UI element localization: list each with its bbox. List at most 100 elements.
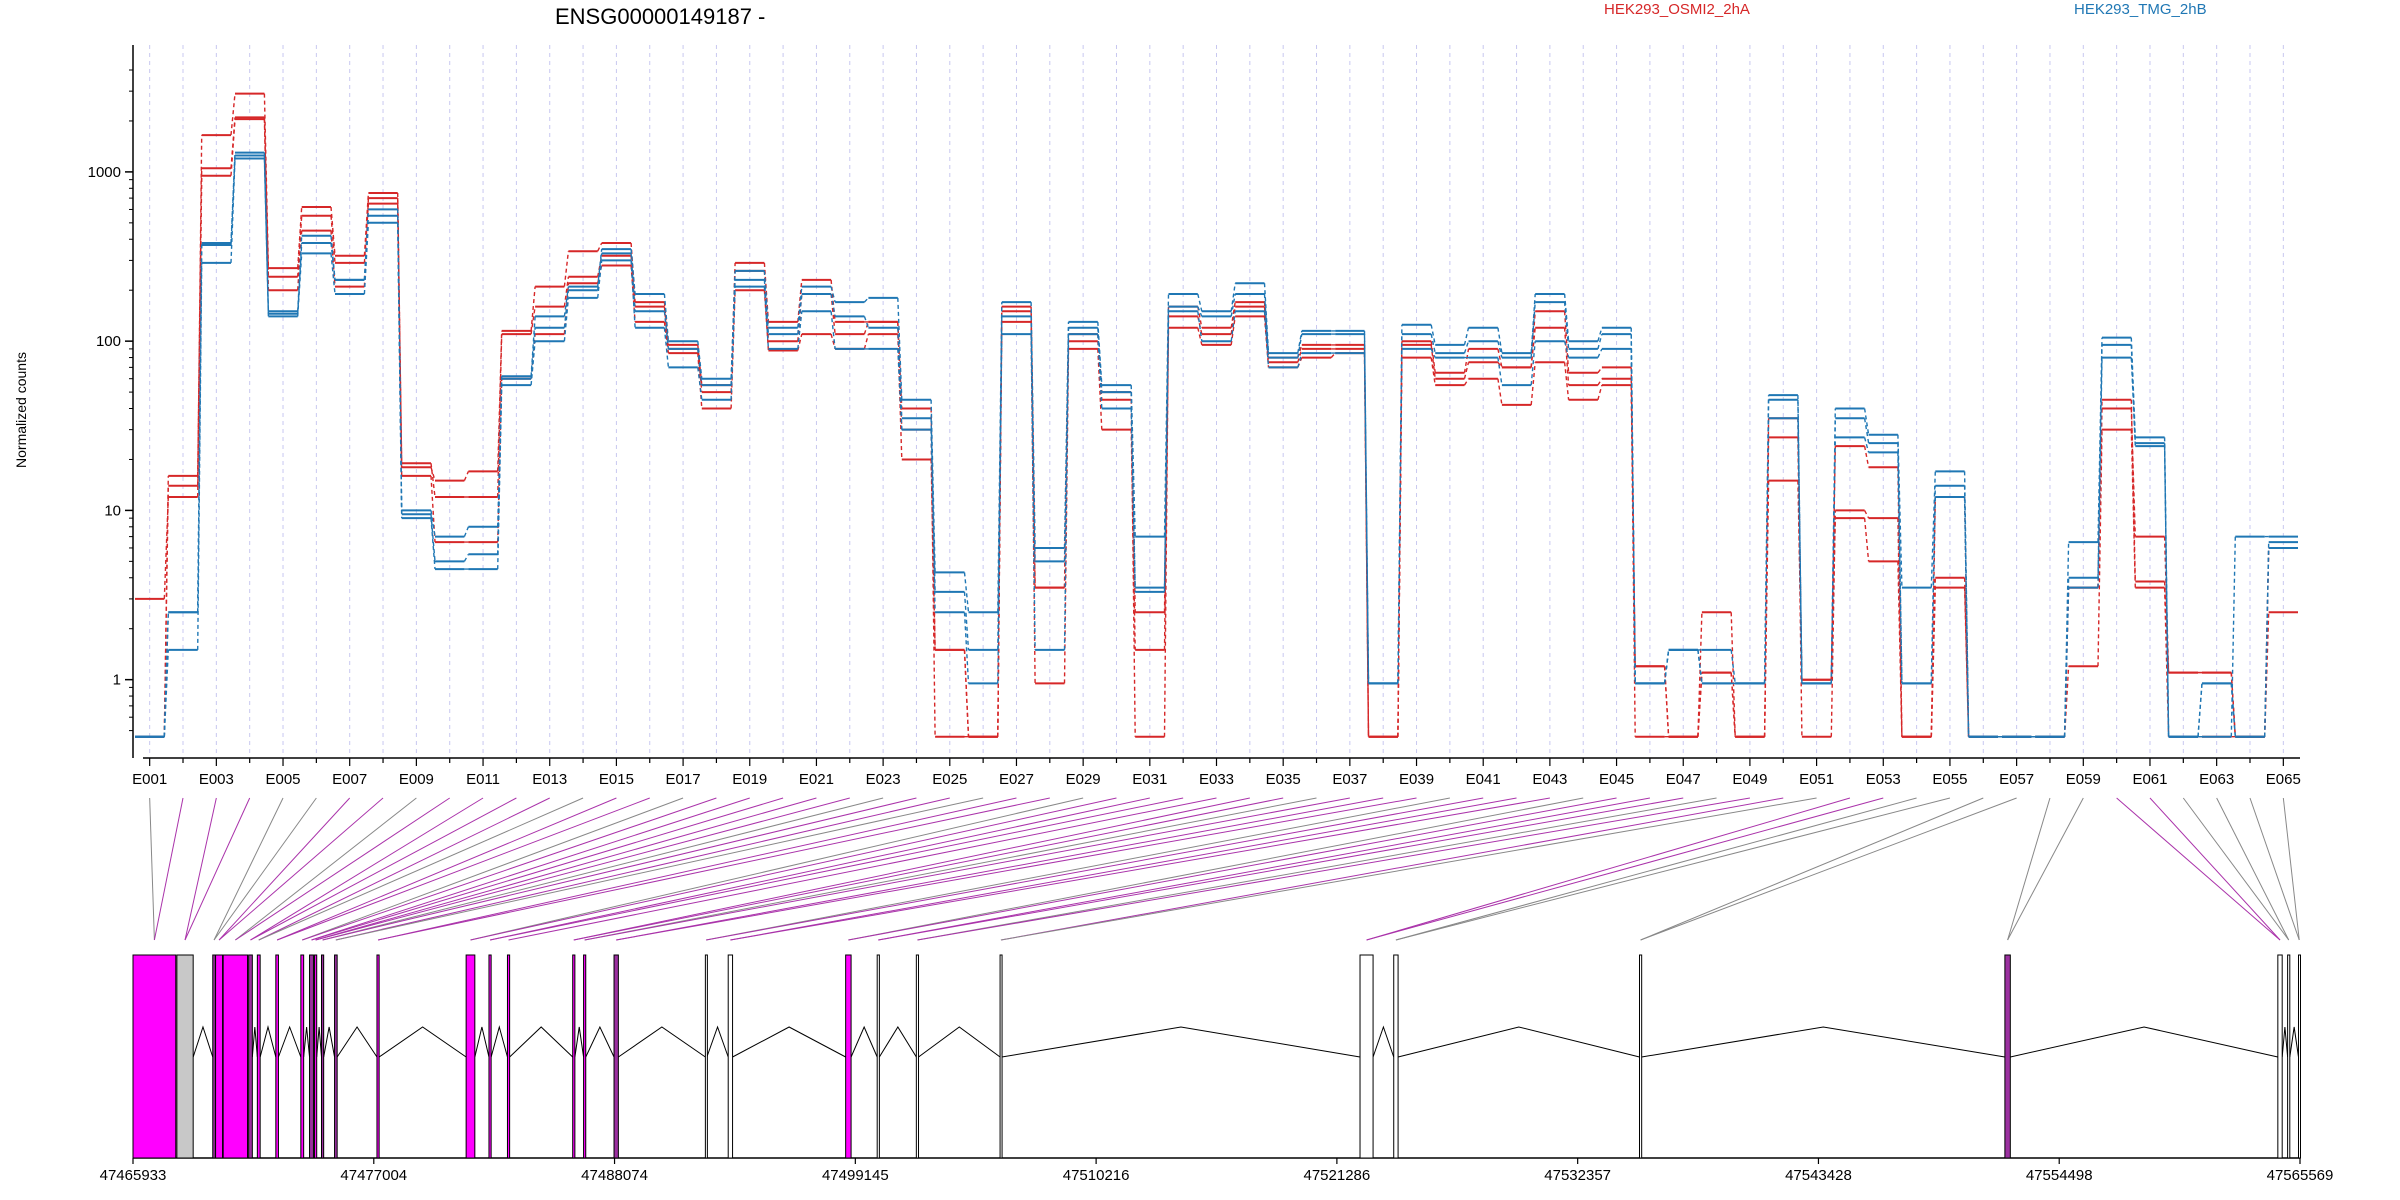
axes: 1 10 100 1000 E001 E003 E005 E007 E009 E011 E013 E0… <box>88 45 2301 788</box>
exon-block-27 <box>1393 954 1399 1159</box>
y-axis-label: Normalized counts <box>13 352 29 468</box>
connector-E005 <box>213 797 284 941</box>
exon-block-18 <box>583 954 587 1159</box>
exon-block-23 <box>876 954 880 1159</box>
exon-block-1 <box>176 954 194 1159</box>
connector-E020 <box>311 797 784 941</box>
x-tick-label-E011: E011 <box>466 771 500 788</box>
connector-E048 <box>917 797 1717 941</box>
intron-29 <box>2010 1026 2278 1058</box>
connector-E049 <box>917 797 1750 941</box>
connector-E022 <box>315 797 850 941</box>
x-tick-label-E057: E057 <box>1999 771 2034 788</box>
genome-tick-label-47477004: 47477004 <box>340 1167 407 1184</box>
connector-E009 <box>235 797 417 941</box>
bin-gridlines <box>149 45 2284 756</box>
intron-8 <box>303 1026 311 1058</box>
exon-block-15 <box>488 954 492 1159</box>
connector-E037 <box>584 797 1350 941</box>
connector-E044 <box>848 797 1584 941</box>
connector-E039 <box>616 797 1417 941</box>
x-tick-label-E031: E031 <box>1132 771 1167 788</box>
series-lines <box>135 92 2298 738</box>
exon-block-7 <box>275 954 279 1159</box>
intron-25 <box>1001 1026 1361 1058</box>
connector-E023 <box>322 797 884 941</box>
x-tick-label-E049: E049 <box>1732 771 1767 788</box>
y-tick-label-100: 100 <box>96 333 121 350</box>
exon-block-24 <box>915 954 920 1159</box>
genome-tick-label-47465933: 47465933 <box>100 1167 167 1184</box>
exon-block-12 <box>334 954 338 1159</box>
y-tick-label-1000: 1000 <box>88 164 121 181</box>
exon-block-13 <box>376 954 380 1159</box>
intron-26 <box>1372 1025 1395 1058</box>
x-tick-label-E019: E019 <box>732 771 767 788</box>
x-tick-label-E041: E041 <box>1466 771 1501 788</box>
x-tick-label-E003: E003 <box>199 771 234 788</box>
connector-E006 <box>213 797 317 941</box>
connector-E012 <box>250 797 517 941</box>
connector-E025 <box>335 797 950 941</box>
connector-E014 <box>258 797 584 941</box>
intron-1 <box>192 1025 214 1058</box>
x-tick-label-E015: E015 <box>599 771 634 788</box>
connector-E029 <box>470 797 1084 941</box>
connector-E034 <box>573 797 1250 941</box>
connector-E007 <box>218 797 351 941</box>
connector-E046 <box>878 797 1650 941</box>
connector-E040 <box>706 797 1450 941</box>
x-tick-label-E063: E063 <box>2199 771 2234 788</box>
series-5-levels <box>135 151 2298 738</box>
connector-E011 <box>250 797 484 941</box>
intron-31 <box>2289 1026 2299 1058</box>
connector-E015 <box>276 797 617 941</box>
intron-27 <box>1397 1026 1640 1058</box>
y-tick-label-10: 10 <box>104 502 121 519</box>
exon-block-17 <box>572 954 576 1159</box>
intron-6 <box>259 1025 277 1058</box>
connector-E010 <box>235 797 450 941</box>
x-tick-label-E061: E061 <box>2132 771 2167 788</box>
genome-tick-label-47554498: 47554498 <box>2026 1167 2093 1184</box>
connector-E060 <box>2116 797 2281 941</box>
connector-E052 <box>1366 797 1851 941</box>
x-tick-label-E055: E055 <box>1932 771 1967 788</box>
connector-E047 <box>878 797 1684 941</box>
intron-30 <box>2281 1026 2289 1058</box>
x-tick-label-E065: E065 <box>2266 771 2301 788</box>
connector-E059 <box>2007 797 2084 941</box>
exon-block-29 <box>2004 954 2011 1159</box>
x-tick-label-E009: E009 <box>399 771 434 788</box>
connector-E026 <box>335 797 984 941</box>
x-tick-label-E025: E025 <box>932 771 967 788</box>
x-tick-label-E021: E021 <box>799 771 834 788</box>
x-tick-label-E013: E013 <box>532 771 567 788</box>
connector-E018 <box>302 797 717 941</box>
x-tick-label-E039: E039 <box>1399 771 1434 788</box>
genome-tick-label-47499145: 47499145 <box>822 1167 889 1184</box>
intron-5 <box>251 1026 258 1058</box>
intron-11 <box>323 1026 336 1058</box>
connector-E042 <box>730 797 1517 941</box>
genome-tick-label-47543428: 47543428 <box>1785 1167 1852 1184</box>
exon-block-5 <box>248 954 253 1159</box>
intron-24 <box>918 1026 1001 1058</box>
connector-E027 <box>377 797 1017 941</box>
x-tick-label-E033: E033 <box>1199 771 1234 788</box>
intron-21 <box>732 1026 846 1058</box>
connector-E032 <box>489 797 1184 941</box>
intron-19 <box>618 1026 706 1058</box>
connector-E041 <box>706 797 1484 941</box>
connector-E064 <box>2249 797 2300 941</box>
connector-E030 <box>470 797 1117 941</box>
connector-E057 <box>1640 797 2017 941</box>
connector-E033 <box>508 797 1217 941</box>
intron-10 <box>316 1026 322 1058</box>
genome-tick-label-47521286: 47521286 <box>1304 1167 1371 1184</box>
exon-block-25 <box>999 954 1003 1159</box>
x-tick-label-E037: E037 <box>1332 771 1367 788</box>
exon-block-2 <box>212 954 216 1159</box>
connector-E050 <box>1000 797 1784 941</box>
